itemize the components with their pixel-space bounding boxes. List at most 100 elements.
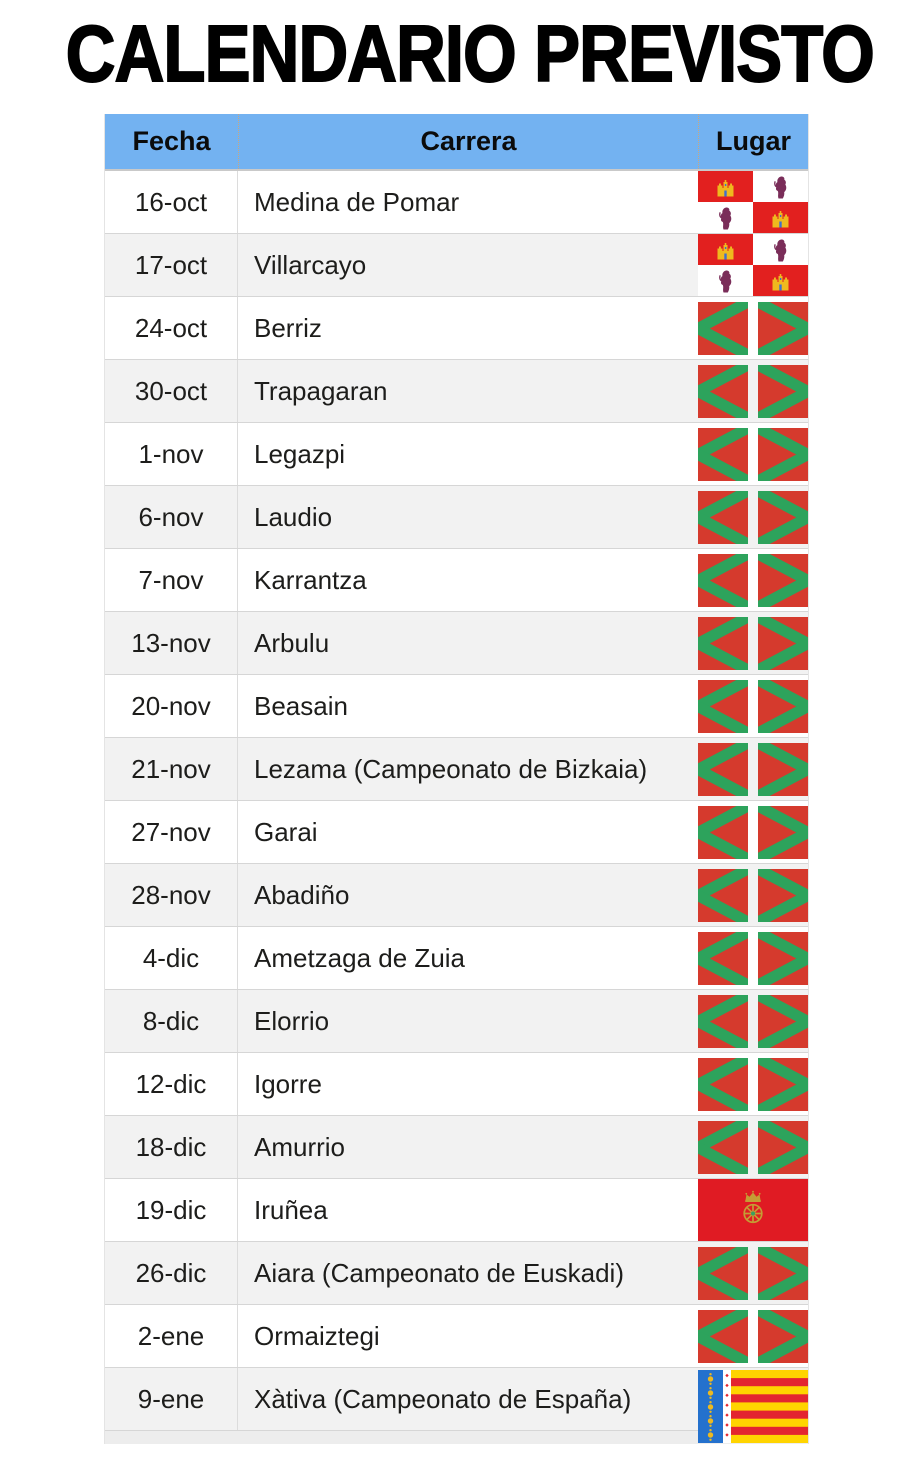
race-name: Ormaiztegi	[254, 1320, 380, 1351]
race-name: Amurrio	[254, 1131, 346, 1162]
column-header-fecha: Fecha	[132, 126, 211, 156]
table-row: 18-dic Amurrio	[105, 1116, 808, 1179]
race-date: 18-dic	[105, 1116, 238, 1178]
race-name: Igorre	[254, 1068, 322, 1099]
page: CALENDARIO PREVISTO Fecha Carrera Lugar …	[0, 9, 913, 1475]
race-name: Medina de Pomar	[254, 186, 460, 217]
race-name: Abadiño	[254, 879, 350, 910]
race-name: Legazpi	[254, 438, 346, 469]
basque-flag-icon	[698, 616, 808, 670]
race-name: Laudio	[254, 501, 333, 532]
flag-cell	[698, 675, 808, 737]
table-row: 19-dic Iruñea	[105, 1179, 808, 1242]
page-title-text: CALENDARIO PREVISTO	[65, 9, 876, 98]
navarra-flag-icon	[698, 1179, 808, 1241]
table-row: 17-oct Villarcayo	[105, 234, 808, 297]
race-date: 2-ene	[105, 1305, 238, 1367]
basque-flag-icon	[698, 364, 808, 418]
race-date: 8-dic	[105, 990, 238, 1052]
race-name: Arbulu	[254, 627, 330, 658]
race-date: 27-nov	[105, 801, 238, 863]
flag-cell	[698, 486, 808, 548]
table-row: 8-dic Elorrio	[105, 990, 808, 1053]
basque-flag-icon	[698, 994, 808, 1048]
flag-cell	[698, 549, 808, 611]
table-row: 9-ene Xàtiva (Campeonato de España)	[105, 1368, 808, 1443]
race-date: 24-oct	[105, 297, 238, 359]
flag-cell	[698, 612, 808, 674]
race-date: 6-nov	[105, 486, 238, 548]
table-row: 28-nov Abadiño	[105, 864, 808, 927]
column-header-lugar: Lugar	[698, 114, 808, 169]
flag-cell	[698, 297, 808, 359]
table-row: 26-dic Aiara (Campeonato de Euskadi)	[105, 1242, 808, 1305]
race-date: 16-oct	[105, 171, 238, 233]
race-date: 28-nov	[105, 864, 238, 926]
race-name: Aiara (Campeonato de Euskadi)	[254, 1257, 624, 1288]
race-name: Elorrio	[254, 1005, 330, 1036]
flag-cell	[698, 1368, 808, 1443]
flag-cell	[698, 927, 808, 989]
race-name: Villarcayo	[254, 249, 367, 280]
basque-flag-icon	[698, 679, 808, 733]
flag-cell	[698, 171, 808, 233]
basque-flag-icon	[698, 868, 808, 922]
race-name: Lezama (Campeonato de Bizkaia)	[254, 753, 648, 784]
race-name: Trapagaran	[254, 375, 388, 406]
race-date: 17-oct	[105, 234, 238, 296]
race-name: Iruñea	[254, 1194, 328, 1225]
race-date: 20-nov	[105, 675, 238, 737]
basque-flag-icon	[698, 427, 808, 481]
race-name: Garai	[254, 816, 318, 847]
table-row: 13-nov Arbulu	[105, 612, 808, 675]
castilla-leon-flag-icon	[698, 171, 808, 233]
flag-cell	[698, 1305, 808, 1367]
basque-flag-icon	[698, 301, 808, 355]
flag-cell	[698, 360, 808, 422]
table-row: 16-oct Medina de Pomar	[105, 171, 808, 234]
flag-cell	[698, 1242, 808, 1304]
race-date: 7-nov	[105, 549, 238, 611]
basque-flag-icon	[698, 1246, 808, 1300]
castilla-leon-flag-icon	[698, 234, 808, 296]
table-row: 21-nov Lezama (Campeonato de Bizkaia)	[105, 738, 808, 801]
calendar-table: Fecha Carrera Lugar 16-oct Medina de Pom…	[104, 114, 809, 1444]
table-row: 30-oct Trapagaran	[105, 360, 808, 423]
race-date: 19-dic	[105, 1179, 238, 1241]
flag-cell	[698, 990, 808, 1052]
race-name: Beasain	[254, 690, 348, 721]
flag-cell	[698, 801, 808, 863]
table-row: 20-nov Beasain	[105, 675, 808, 738]
basque-flag-icon	[698, 1057, 808, 1111]
basque-flag-icon	[698, 742, 808, 796]
flag-cell	[698, 423, 808, 485]
table-row: 12-dic Igorre	[105, 1053, 808, 1116]
table-row: 1-nov Legazpi	[105, 423, 808, 486]
flag-cell	[698, 1053, 808, 1115]
valencia-flag-icon	[698, 1370, 808, 1443]
flag-cell	[698, 1179, 808, 1241]
page-title: CALENDARIO PREVISTO	[0, 9, 913, 98]
basque-flag-icon	[698, 1120, 808, 1174]
race-date: 26-dic	[105, 1242, 238, 1304]
flag-cell	[698, 864, 808, 926]
basque-flag-icon	[698, 805, 808, 859]
race-date: 1-nov	[105, 423, 238, 485]
table-header-row: Fecha Carrera Lugar	[105, 114, 808, 171]
flag-cell	[698, 738, 808, 800]
table-row: 4-dic Ametzaga de Zuia	[105, 927, 808, 990]
basque-flag-icon	[698, 1309, 808, 1363]
table-body: 16-oct Medina de Pomar 17-oct Villarcayo…	[105, 171, 808, 1443]
flag-cell	[698, 1116, 808, 1178]
basque-flag-icon	[698, 553, 808, 607]
flag-cell	[698, 234, 808, 296]
race-name: Karrantza	[254, 564, 367, 595]
table-row: 7-nov Karrantza	[105, 549, 808, 612]
race-name: Berriz	[254, 312, 322, 343]
column-header-carrera: Carrera	[238, 114, 698, 169]
race-date: 12-dic	[105, 1053, 238, 1115]
race-date: 30-oct	[105, 360, 238, 422]
table-bottom-bar	[105, 1431, 808, 1444]
race-date: 21-nov	[105, 738, 238, 800]
race-name: Xàtiva (Campeonato de España)	[254, 1383, 632, 1414]
